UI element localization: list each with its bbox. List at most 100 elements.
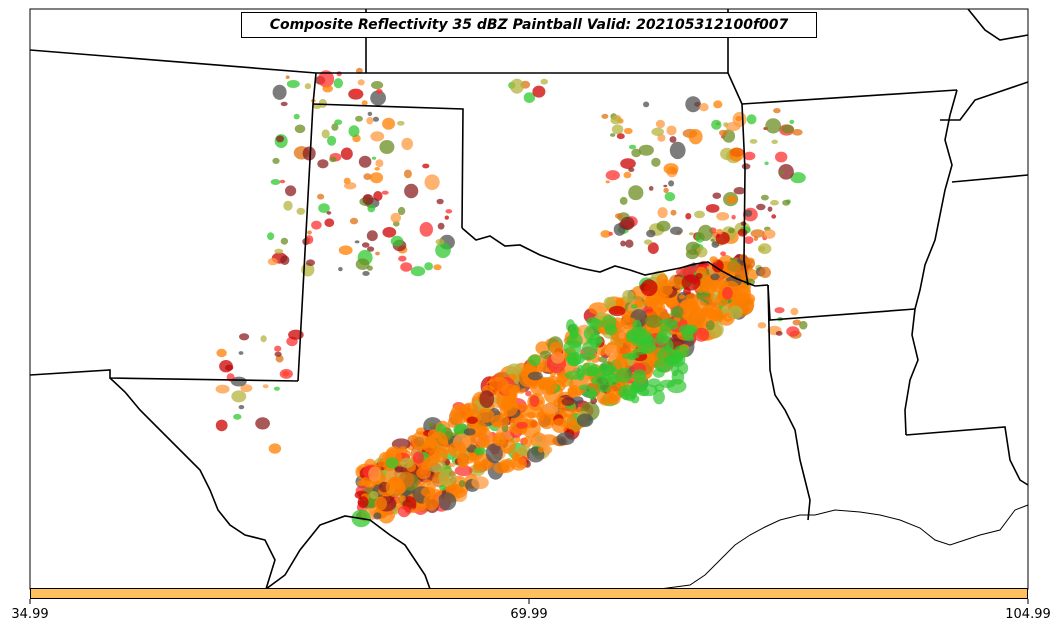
paintball-blob: [657, 134, 666, 142]
paintball-blob: [625, 239, 634, 248]
paintball-blob: [605, 170, 620, 181]
paintball-blob: [340, 147, 353, 160]
paintball-blob: [713, 100, 723, 109]
paintball-blob: [651, 127, 664, 136]
paintball-blob: [422, 163, 430, 169]
paintball-blob: [435, 238, 445, 245]
paintball-blob: [437, 222, 445, 230]
paintball-blob: [279, 368, 293, 379]
paintball-blob: [390, 212, 402, 223]
ticks: [29, 599, 1029, 604]
paintball-blob: [778, 164, 794, 180]
paintball-blob: [721, 308, 730, 314]
paintball-blob: [743, 151, 756, 161]
paintball-blob: [375, 159, 384, 168]
paintball-blob: [231, 390, 247, 403]
paintball-blob: [765, 118, 782, 134]
paintball-blob: [516, 421, 528, 429]
paintball-blob: [615, 213, 623, 219]
paintball-blob: [551, 351, 565, 364]
paintball-blob: [463, 428, 476, 436]
paintball-blob: [677, 361, 689, 375]
paintball-blob: [367, 204, 376, 213]
paintball-blob: [663, 187, 669, 194]
paintball-blob: [579, 352, 596, 361]
colorbar-tick-left: 34.99: [11, 607, 49, 622]
paintball-blob: [458, 480, 466, 488]
paintball-blob: [588, 386, 597, 400]
paintball-blob: [457, 455, 469, 469]
paintball-blob: [385, 477, 406, 498]
paintball-blob: [746, 114, 757, 125]
paintball-blob: [424, 262, 433, 271]
paintball-blob: [781, 124, 794, 134]
red-river: [461, 227, 769, 287]
paintball-blob: [493, 462, 510, 474]
paintball-blob: [474, 447, 486, 455]
paintball-blob: [304, 235, 314, 245]
paintball-blob: [215, 384, 230, 394]
paintball-blob: [762, 229, 776, 239]
paintball-blob: [354, 240, 360, 244]
paintball-blob: [561, 397, 575, 406]
paintball-blob: [616, 133, 625, 140]
state-line-ms-tn: [951, 174, 1029, 183]
paintball-blob: [705, 320, 715, 331]
paintball-blob: [628, 185, 644, 201]
paintball-blob: [360, 476, 372, 487]
paintball-blob: [381, 190, 389, 195]
paintball-blob: [419, 222, 433, 237]
paintball-blob: [790, 307, 799, 316]
paintball-blob: [371, 156, 377, 160]
paintball-blob: [479, 390, 495, 408]
paintball-blob: [338, 267, 343, 272]
paintball-blob: [669, 136, 677, 143]
paintball-blob: [268, 443, 282, 454]
paintball-blob: [355, 258, 370, 270]
paintball-blob: [737, 228, 748, 237]
paintball-blob: [719, 129, 728, 137]
paintball-blob: [790, 172, 806, 184]
paintball-blob: [262, 384, 269, 389]
paintball-blob: [542, 403, 559, 415]
paintball-blob: [427, 422, 435, 427]
paintball-blob: [444, 215, 449, 220]
state-line-panhandle-top: [312, 103, 464, 229]
gulf-coast: [659, 504, 1029, 590]
paintball-blob: [604, 344, 620, 358]
paintball-blob: [685, 213, 692, 220]
paintball-blob: [510, 78, 524, 94]
paintball-blob: [638, 144, 654, 156]
paintball-blob: [317, 159, 329, 169]
paintball-blob: [615, 367, 633, 383]
paintball-blob: [280, 255, 290, 265]
paintball-blob: [549, 341, 564, 355]
paintball-blob: [324, 218, 335, 227]
paintball-blob: [597, 364, 617, 374]
paintball-blob: [596, 383, 611, 393]
paintball-blob: [390, 235, 404, 247]
paintball-blob: [368, 466, 381, 482]
paintball-blob: [358, 155, 372, 168]
paintball-blob: [400, 457, 414, 468]
paintball-blob: [326, 211, 332, 215]
paintball-blob: [716, 212, 730, 221]
paintball-blob: [645, 314, 663, 328]
paintball-blob: [659, 324, 673, 332]
state-line-ar-mo: [741, 89, 958, 105]
paintball-blob: [471, 421, 488, 438]
paintball-blob: [366, 230, 378, 242]
paintball-blob: [758, 246, 766, 252]
paintball-blob: [711, 241, 720, 248]
paintball-blob: [618, 332, 625, 339]
paintball-blob: [604, 324, 618, 336]
paintball-blob: [701, 286, 708, 292]
paintball-blob: [492, 432, 506, 447]
paintball-blob: [786, 326, 800, 337]
paintball-blob: [423, 441, 435, 453]
paintball-blob: [219, 360, 233, 373]
paintball-blob: [397, 206, 406, 216]
paintball-blob: [369, 172, 384, 184]
paintball-blob: [756, 203, 766, 211]
